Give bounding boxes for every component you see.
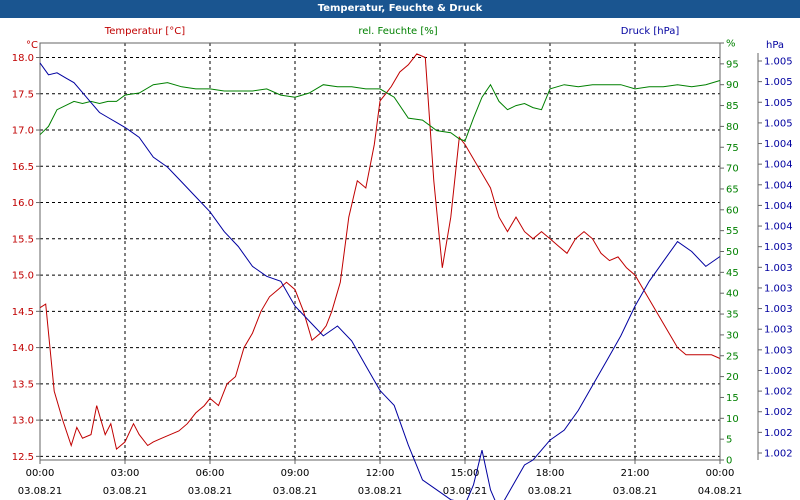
pressure-tick-label: 1.005 [764, 98, 793, 109]
humidity-tick-label: 20 [726, 372, 739, 383]
humidity-tick-label: 15 [726, 393, 739, 404]
pressure-unit-label: hPa [766, 40, 784, 51]
humidity-axis: 0 5 10 15 20 25 30 35 40 45 50 55 60 65 70 75 80 85 90 95% [720, 39, 739, 467]
temperature-tick-label: 17.5 [12, 89, 34, 100]
x-tick-date-label: 03.08.21 [613, 486, 658, 497]
pressure-tick-label: 1.003 [764, 242, 793, 253]
humidity-line [39, 80, 721, 142]
pressure-axis-label: Druck [hPa] [621, 26, 680, 37]
x-tick-date-label: 03.08.21 [358, 486, 403, 497]
pressure-tick-label: 1.005 [764, 77, 793, 88]
humidity-tick-label: 45 [726, 268, 739, 279]
humidity-tick-label: % [726, 39, 736, 50]
series-group [39, 53, 721, 500]
humidity-tick-label: 75 [726, 143, 739, 154]
x-tick-date-label: 03.08.21 [528, 486, 573, 497]
humidity-tick-label: 65 [726, 184, 739, 195]
temperature-line [39, 53, 721, 451]
pressure-tick-label: 1.004 [764, 160, 793, 171]
temperature-axis: 12.5 13.0 13.5 14.0 14.5 15.0 15.5 16.0 16.5 17.0… [12, 53, 40, 463]
temperature-tick-label: 18.0 [12, 53, 34, 64]
humidity-tick-label: 10 [726, 414, 739, 425]
pressure-tick-label: 1.004 [764, 222, 793, 233]
x-tick-date-label: 04.08.21 [698, 486, 743, 497]
pressure-axis: 1.002 1.002 1.002 1.002 1.002 1.003 1.003 1.003… [757, 53, 793, 460]
humidity-tick-label: 80 [726, 122, 739, 133]
x-axis: 00:00 03.08.21 03:00 03.08.21 06:00 03.08.21 0… [18, 460, 743, 497]
x-tick-date-label: 03.08.21 [103, 486, 148, 497]
humidity-tick-label: 90 [726, 80, 739, 91]
humidity-tick-label: 5 [726, 435, 732, 446]
humidity-tick-label: 95 [726, 59, 739, 70]
chart-title-bar: Temperatur, Feuchte & Druck [0, 0, 800, 18]
temperature-tick-label: 17.0 [12, 126, 34, 137]
x-tick-time-label: 06:00 [196, 468, 225, 479]
axis-labels: °C Temperatur [°C] rel. Feuchte [%] Druc… [26, 26, 784, 51]
pressure-tick-label: 1.003 [764, 263, 793, 274]
x-tick-time-label: 09:00 [281, 468, 310, 479]
pressure-tick-label: 1.003 [764, 325, 793, 336]
pressure-tick-label: 1.002 [764, 407, 793, 418]
temperature-tick-label: 15.0 [12, 271, 34, 282]
x-tick-time-label: 00:00 [26, 468, 55, 479]
pressure-tick-label: 1.002 [764, 449, 793, 460]
x-tick-time-label: 21:00 [621, 468, 650, 479]
pressure-tick-label: 1.002 [764, 428, 793, 439]
temperature-tick-label: 12.5 [12, 452, 34, 463]
humidity-axis-label: rel. Feuchte [%] [358, 26, 437, 37]
x-tick-time-label: 18:00 [536, 468, 565, 479]
humidity-tick-label: 85 [726, 101, 739, 112]
x-tick-time-label: 03:00 [111, 468, 140, 479]
temperature-tick-label: 13.0 [12, 416, 34, 427]
grid [40, 43, 720, 460]
pressure-tick-label: 1.004 [764, 180, 793, 191]
pressure-tick-label: 1.004 [764, 139, 793, 150]
pressure-tick-label: 1.002 [764, 387, 793, 398]
temperature-axis-label: Temperatur [°C] [104, 26, 185, 37]
pressure-tick-label: 1.003 [764, 283, 793, 294]
x-tick-time-label: 15:00 [451, 468, 480, 479]
pressure-tick-label: 1.004 [764, 201, 793, 212]
x-tick-date-label: 03.08.21 [273, 486, 318, 497]
humidity-tick-label: 55 [726, 226, 739, 237]
x-tick-date-label: 03.08.21 [443, 486, 488, 497]
humidity-tick-label: 35 [726, 310, 739, 321]
pressure-tick-label: 1.003 [764, 345, 793, 356]
humidity-tick-label: 70 [726, 164, 739, 175]
x-tick-date-label: 03.08.21 [18, 486, 63, 497]
x-tick-time-label: 12:00 [366, 468, 395, 479]
pressure-line [39, 62, 721, 500]
temperature-tick-label: 15.5 [12, 234, 34, 245]
temperature-tick-label: 16.0 [12, 198, 34, 209]
chart-svg: 12.5 13.0 13.5 14.0 14.5 15.0 15.5 16.0 16.5 17.0… [12, 26, 793, 500]
pressure-tick-label: 1.002 [764, 366, 793, 377]
temperature-unit-label: °C [26, 40, 38, 51]
x-tick-date-label: 03.08.21 [188, 486, 233, 497]
pressure-tick-label: 1.005 [764, 118, 793, 129]
temperature-tick-label: 13.5 [12, 379, 34, 390]
temperature-tick-label: 14.0 [12, 343, 34, 354]
humidity-tick-label: 50 [726, 247, 739, 258]
humidity-tick-label: 40 [726, 289, 739, 300]
humidity-tick-label: 25 [726, 351, 739, 362]
x-tick-time-label: 00:00 [706, 468, 735, 479]
temperature-tick-label: 14.5 [12, 307, 34, 318]
chart-title: Temperatur, Feuchte & Druck [317, 3, 483, 14]
temperature-tick-label: 16.5 [12, 162, 34, 173]
humidity-tick-label: 30 [726, 330, 739, 341]
pressure-tick-label: 1.005 [764, 57, 793, 68]
humidity-tick-label: 0 [726, 456, 732, 467]
humidity-tick-label: 60 [726, 205, 739, 216]
pressure-tick-label: 1.003 [764, 304, 793, 315]
